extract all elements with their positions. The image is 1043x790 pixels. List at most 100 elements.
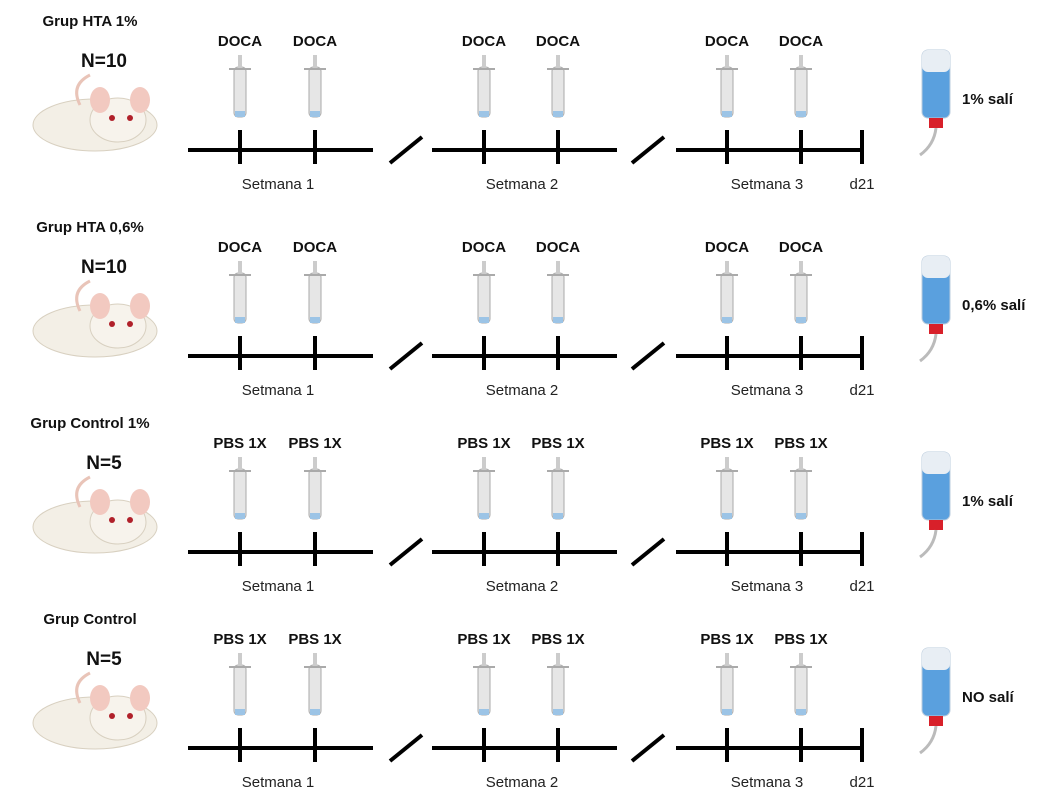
- water-label: 1% salí: [962, 91, 1014, 108]
- week-label: Setmana 3: [731, 578, 804, 595]
- week-label: Setmana 2: [486, 176, 559, 193]
- bottle-cap: [929, 118, 943, 128]
- week-label: Setmana 1: [242, 578, 315, 595]
- bottle-spout: [920, 128, 936, 155]
- injection-label: PBS 1X: [774, 435, 827, 452]
- syringe-tip: [310, 111, 320, 117]
- injection-label: PBS 1X: [288, 435, 341, 452]
- syringe-plunger: [725, 653, 729, 667]
- syringe-tip: [553, 513, 563, 519]
- timeline-break: [632, 343, 664, 369]
- syringe-barrel: [721, 469, 733, 519]
- water-label: 0,6% salí: [962, 297, 1026, 314]
- mouse-ear: [130, 685, 150, 711]
- syringe-barrel: [478, 469, 490, 519]
- injection-label: DOCA: [705, 33, 749, 50]
- syringe-barrel: [309, 469, 321, 519]
- injection-label: DOCA: [293, 33, 337, 50]
- syringe-plunger: [313, 261, 317, 275]
- bottle-cap: [929, 324, 943, 334]
- group-n: N=10: [81, 51, 127, 72]
- bottle-top: [922, 256, 950, 278]
- mouse: [33, 477, 157, 553]
- syringe-barrel: [478, 665, 490, 715]
- syringe-barrel: [234, 67, 246, 117]
- syringe-plunger: [556, 55, 560, 69]
- mouse-eye: [127, 115, 133, 121]
- syringe-tip: [722, 111, 732, 117]
- syringe-tip: [310, 317, 320, 323]
- group-row: Grup HTA 0,6%N=10DOCADOCADOCADOCADOCADOC…: [33, 219, 1026, 399]
- syringe-tip: [479, 513, 489, 519]
- syringe-tip: [310, 709, 320, 715]
- end-day: d21: [849, 382, 874, 399]
- week-label: Setmana 3: [731, 382, 804, 399]
- syringe-tip: [479, 317, 489, 323]
- bottle-cap: [929, 520, 943, 530]
- syringe-barrel: [552, 67, 564, 117]
- diagram: Grup HTA 1%N=10DOCADOCADOCADOCADOCADOCAS…: [0, 0, 1043, 790]
- syringe-tip: [796, 317, 806, 323]
- syringe-plunger: [313, 55, 317, 69]
- syringe-tip: [235, 513, 245, 519]
- injection-label: DOCA: [705, 239, 749, 256]
- group-n: N=5: [86, 649, 122, 670]
- syringe-barrel: [721, 273, 733, 323]
- syringe-tip: [553, 317, 563, 323]
- injection-label: DOCA: [779, 239, 823, 256]
- injection-label: PBS 1X: [213, 435, 266, 452]
- syringe-tip: [479, 111, 489, 117]
- syringe-tip: [479, 709, 489, 715]
- end-day: d21: [849, 774, 874, 790]
- week-label: Setmana 1: [242, 774, 315, 790]
- syringe-barrel: [795, 273, 807, 323]
- mouse-eye: [109, 115, 115, 121]
- injection-label: PBS 1X: [531, 435, 584, 452]
- mouse-ear: [130, 87, 150, 113]
- syringe-plunger: [725, 457, 729, 471]
- syringe-plunger: [725, 261, 729, 275]
- bottle-top: [922, 452, 950, 474]
- mouse: [33, 673, 157, 749]
- syringe-barrel: [309, 665, 321, 715]
- week-label: Setmana 3: [731, 774, 804, 790]
- syringe-barrel: [795, 469, 807, 519]
- bottle-spout: [920, 726, 936, 753]
- syringe-plunger: [482, 55, 486, 69]
- injection-label: PBS 1X: [457, 631, 510, 648]
- mouse-ear: [90, 685, 110, 711]
- injection-label: PBS 1X: [213, 631, 266, 648]
- syringe-tip: [235, 709, 245, 715]
- injection-label: PBS 1X: [774, 631, 827, 648]
- syringe-barrel: [478, 273, 490, 323]
- group-title: Grup Control 1%: [30, 415, 149, 432]
- week-label: Setmana 3: [731, 176, 804, 193]
- syringe-tip: [722, 317, 732, 323]
- bottle-top: [922, 648, 950, 670]
- group-title: Grup Control: [43, 611, 136, 628]
- syringe-plunger: [238, 457, 242, 471]
- syringe-tip: [553, 111, 563, 117]
- mouse-eye: [127, 321, 133, 327]
- syringe-barrel: [721, 665, 733, 715]
- water-label: 1% salí: [962, 493, 1014, 510]
- bottle-cap: [929, 716, 943, 726]
- injection-label: DOCA: [293, 239, 337, 256]
- mouse-eye: [127, 517, 133, 523]
- syringe-barrel: [552, 665, 564, 715]
- week-label: Setmana 2: [486, 382, 559, 399]
- group-n: N=10: [81, 257, 127, 278]
- group-row: Grup Control N=5 PBS 1X PBS 1X PBS 1X PBS 1X P…: [33, 611, 1015, 790]
- injection-label: PBS 1X: [288, 631, 341, 648]
- syringe-tip: [796, 111, 806, 117]
- syringe-tip: [235, 317, 245, 323]
- syringe-plunger: [313, 653, 317, 667]
- syringe-barrel: [309, 273, 321, 323]
- injection-label: PBS 1X: [700, 631, 753, 648]
- syringe-plunger: [799, 261, 803, 275]
- injection-label: PBS 1X: [457, 435, 510, 452]
- mouse-eye: [109, 517, 115, 523]
- bottle-spout: [920, 334, 936, 361]
- timeline-break: [390, 539, 422, 565]
- end-day: d21: [849, 578, 874, 595]
